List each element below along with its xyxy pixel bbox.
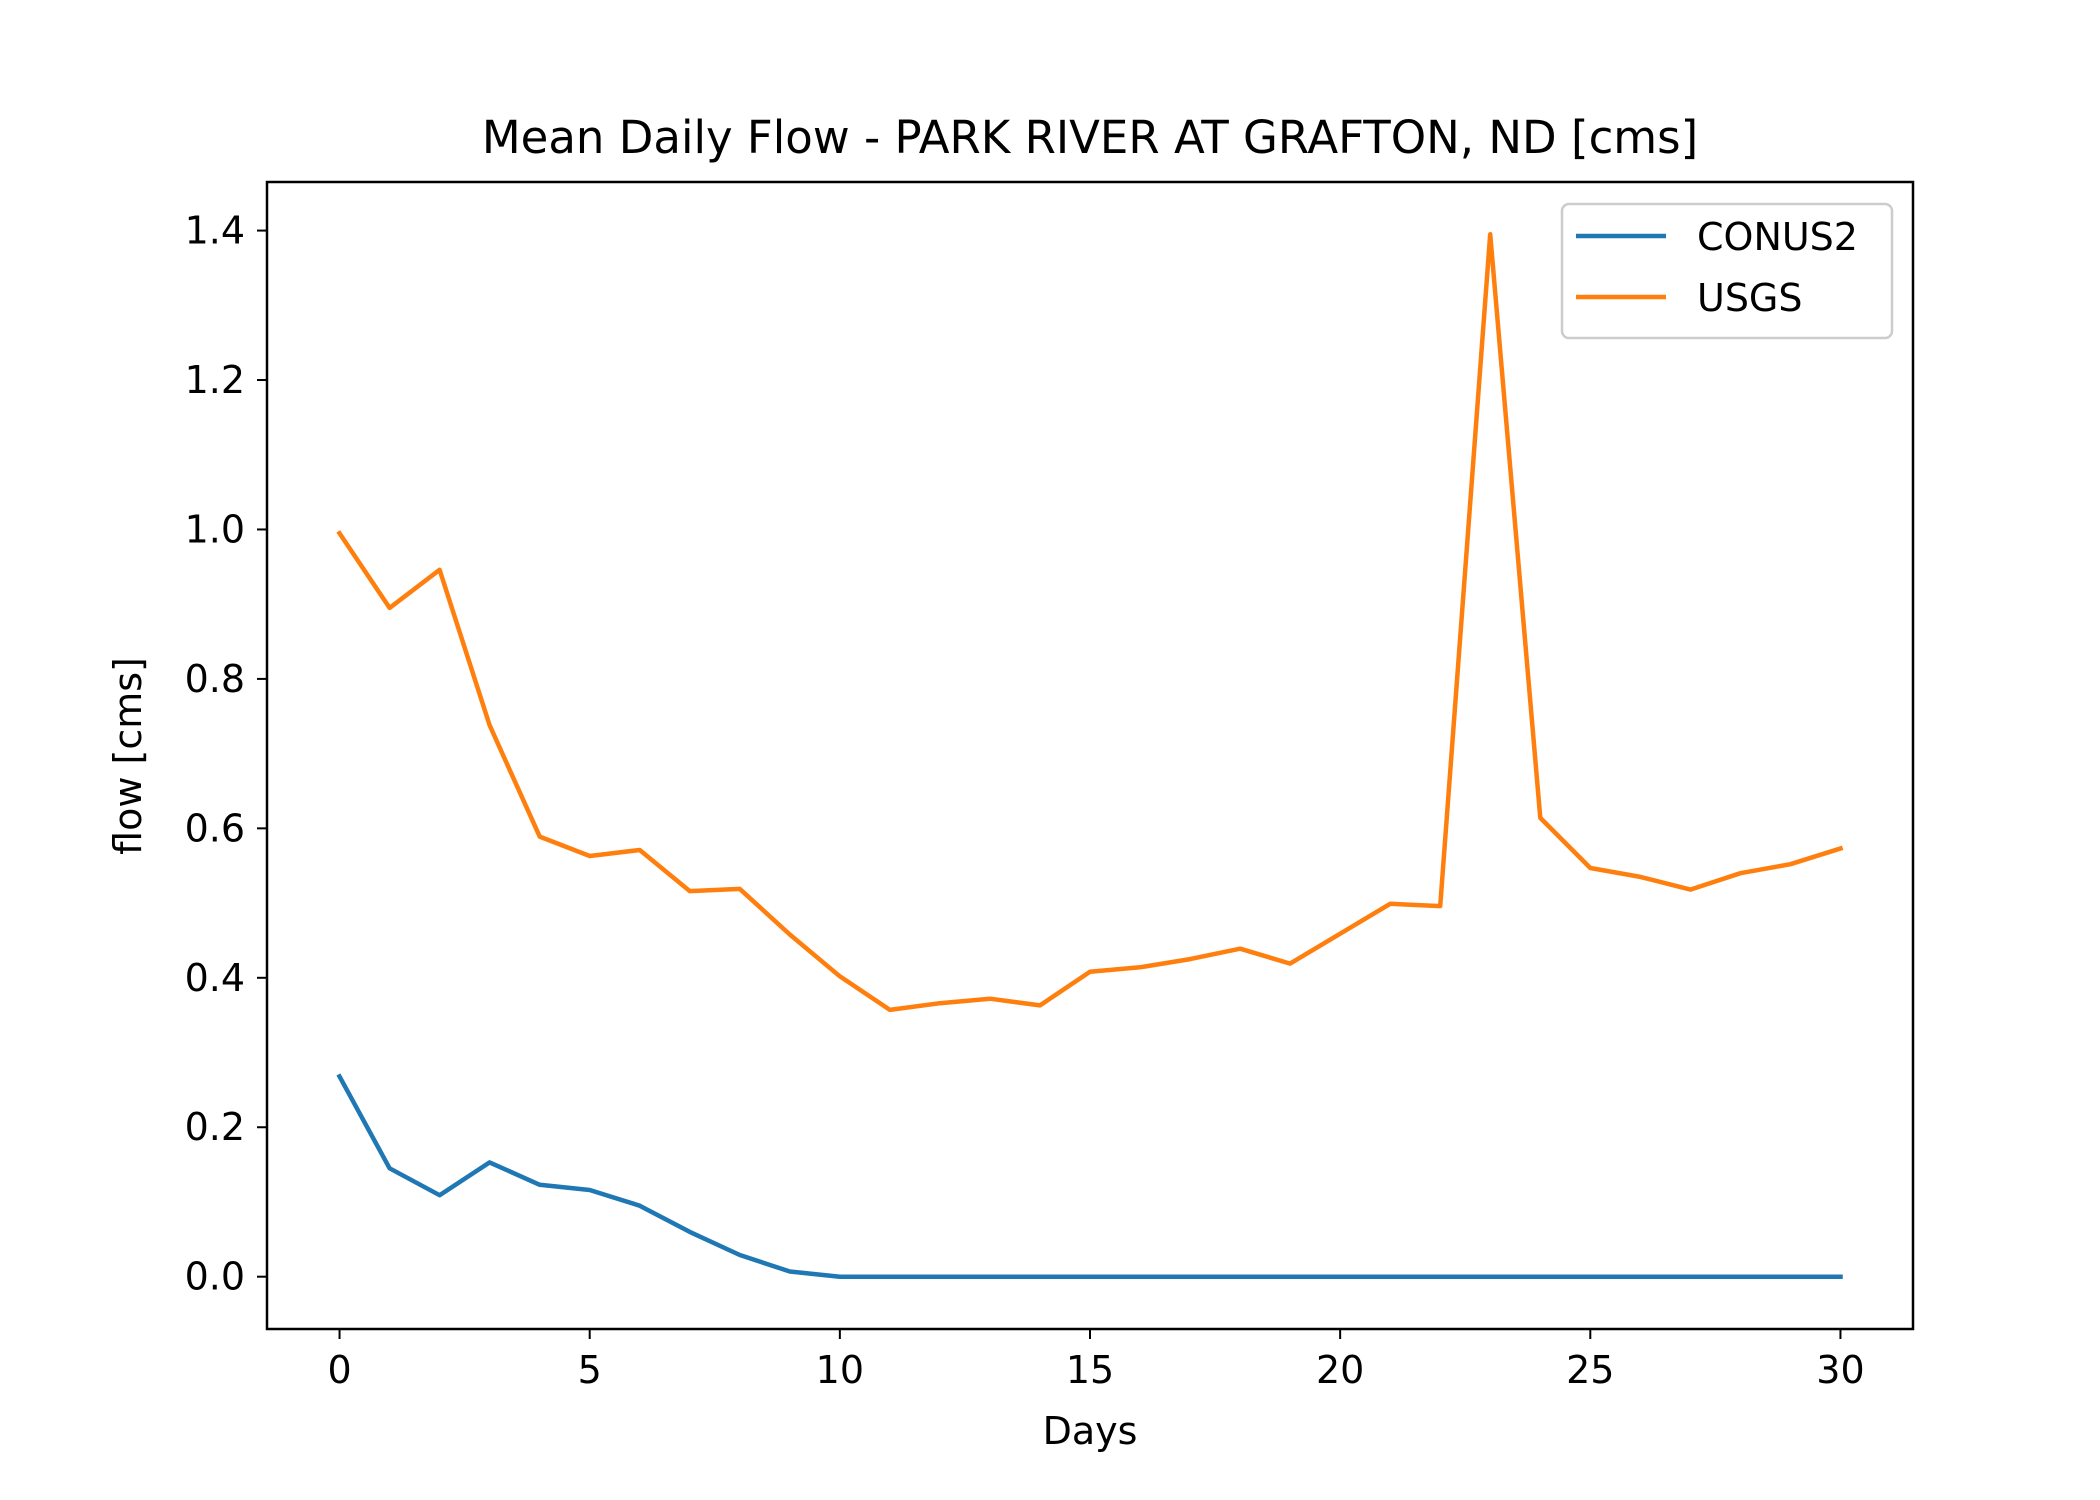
y-tick-label: 0.2 [185, 1105, 245, 1149]
y-tick-label: 0.0 [185, 1255, 245, 1299]
series-line-conus2 [336, 1073, 1843, 1279]
legend-label-usgs: USGS [1697, 276, 1803, 320]
x-tick-label: 0 [327, 1348, 351, 1392]
x-tick-label: 10 [816, 1348, 864, 1392]
x-tick-label: 5 [578, 1348, 602, 1392]
series-layer [336, 232, 1844, 1279]
x-tick-label: 20 [1316, 1348, 1364, 1392]
y-tick-label: 1.4 [185, 209, 245, 253]
y-tick-label: 0.8 [185, 657, 245, 701]
plot-frame [265, 180, 1915, 1331]
chart-title: Mean Daily Flow - PARK RIVER AT GRAFTON,… [482, 111, 1698, 164]
x-axis-label: Days [1043, 1409, 1138, 1453]
x-tick-label: 25 [1566, 1348, 1614, 1392]
legend: CONUS2 USGS [1560, 202, 1894, 340]
x-axis-ticks: 0 5 10 15 20 25 30 [327, 1329, 1865, 1392]
y-axis-ticks: 0.0 0.2 0.4 0.6 0.8 1.0 1.2 1.4 [185, 209, 267, 1299]
y-tick-label: 0.4 [185, 956, 245, 1000]
x-tick-label: 15 [1066, 1348, 1114, 1392]
y-tick-label: 1.0 [185, 507, 245, 551]
y-axis-label: flow [cms] [106, 657, 150, 855]
y-tick-label: 1.2 [185, 358, 245, 402]
legend-label-conus2: CONUS2 [1697, 215, 1858, 259]
x-tick-label: 30 [1816, 1348, 1864, 1392]
series-line-usgs [336, 232, 1844, 1013]
y-tick-label: 0.6 [185, 806, 245, 850]
